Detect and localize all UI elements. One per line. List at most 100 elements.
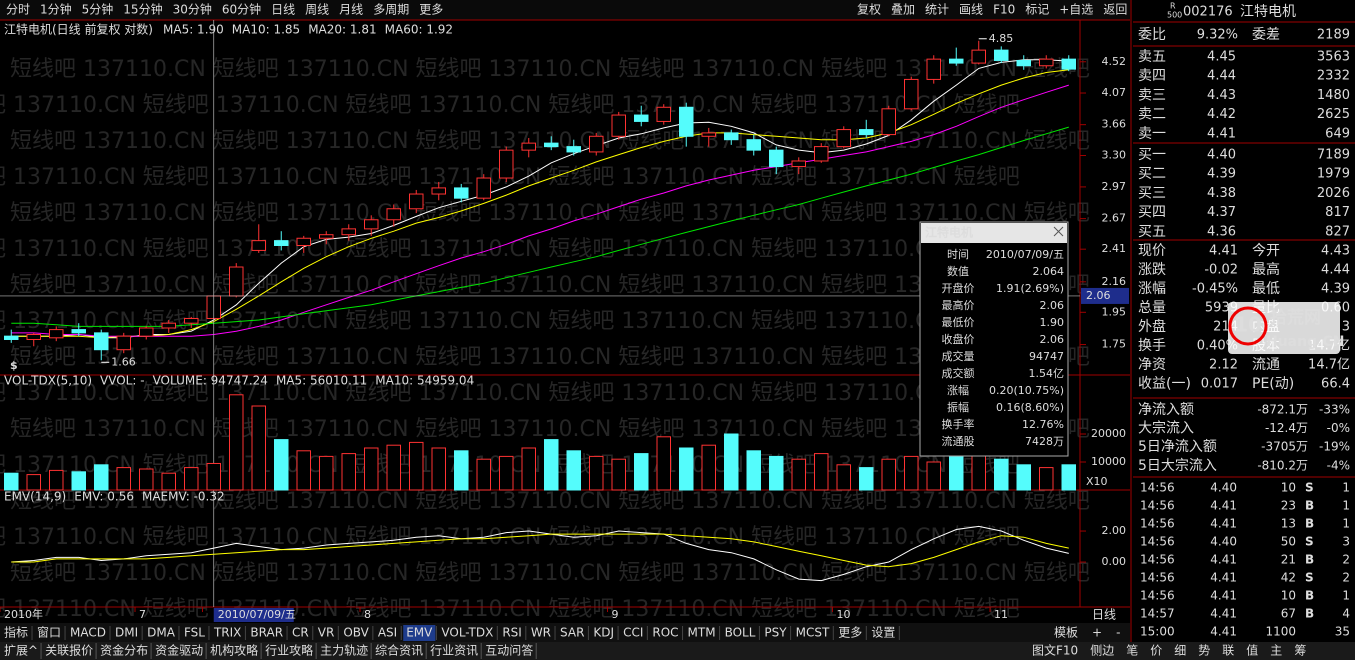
toolbar-right[interactable]: -: [1116, 626, 1120, 640]
stat-label: 外盘: [1138, 318, 1166, 335]
indicator-tab[interactable]: ASI: [378, 626, 397, 640]
volume-bar: [791, 458, 806, 491]
label: 委差: [1252, 27, 1280, 43]
indicator-tab[interactable]: BOLL: [725, 626, 756, 640]
tooltip-value: 0.16(8.60%): [996, 401, 1064, 414]
bottom-tab[interactable]: 关联报价: [45, 643, 93, 658]
bottom-tab[interactable]: 资金分布: [100, 643, 148, 658]
logo-name: 拾荒网: [1270, 307, 1321, 328]
bottom-tab[interactable]: 图文F10: [1032, 643, 1078, 658]
bottom-tab[interactable]: 主: [1270, 644, 1282, 658]
watermark: 短线吧 137110.CN 短线吧 137110.CN 短线吧 137110.C…: [0, 597, 1020, 622]
bottom-tab[interactable]: 综合资讯: [375, 643, 423, 658]
indicator-tab[interactable]: MACD: [70, 626, 106, 640]
bottom-tab[interactable]: 主力轨迹: [320, 644, 368, 658]
watermark: 短线吧 137110.CN 短线吧 137110.CN 短线吧 137110.C…: [0, 525, 1020, 550]
bottom-tab[interactable]: 行业资讯: [430, 644, 478, 658]
indicator-tab[interactable]: CR: [292, 626, 309, 640]
indicator-tab[interactable]: RSI: [502, 626, 522, 640]
panel-header: MA5: 56010.11: [276, 374, 367, 388]
indicator-tab[interactable]: BRAR: [250, 626, 283, 640]
y-tick-label: 2.16: [1102, 275, 1127, 288]
bottom-tab[interactable]: 价: [1150, 644, 1162, 658]
bottom-tab[interactable]: 细: [1174, 644, 1186, 658]
x-axis-right: 日线: [1092, 608, 1116, 622]
indicator-tab[interactable]: CCI: [623, 626, 643, 640]
y-tick-label: 2.41: [1102, 242, 1127, 255]
order-label: 买五: [1138, 224, 1166, 240]
bottom-tab[interactable]: 机构攻略: [210, 643, 258, 658]
indicator-tab[interactable]: VR: [318, 626, 335, 640]
indicator-tab[interactable]: DMI: [115, 626, 138, 640]
bottom-tab[interactable]: 互动问答: [485, 643, 533, 658]
stat-label: 净资: [1138, 357, 1166, 373]
indicator-tab[interactable]: TRIX: [213, 626, 241, 640]
watermark: 短线吧 137110.CN 短线吧 137110.CN 短线吧 137110.C…: [0, 93, 1020, 118]
tooltip-key: 换手率: [942, 417, 975, 431]
y-tick-label: 0.00: [1102, 555, 1127, 568]
indicator-tab[interactable]: 指标: [4, 625, 28, 640]
bottom-tab[interactable]: 扩展^: [4, 644, 38, 658]
trade-time: 14:56: [1140, 481, 1175, 495]
indicator-tab[interactable]: ROC: [652, 626, 678, 640]
candle-body: [476, 177, 491, 199]
bottom-tab[interactable]: 资金驱动: [155, 643, 203, 658]
bottom-tab[interactable]: 联: [1222, 644, 1234, 658]
flow-label: 5日净流入额: [1138, 439, 1217, 455]
candle-body: [701, 132, 716, 137]
stat-label: 总量: [1138, 300, 1166, 316]
trade-volume: 10: [1281, 481, 1296, 495]
volume-bar: [881, 458, 896, 491]
emv-line: [11, 525, 1069, 582]
indicator-tab[interactable]: MCST: [796, 626, 830, 640]
legend-entry: MAEMV: -0.32: [142, 490, 225, 504]
bottom-tab[interactable]: 侧边: [1090, 644, 1114, 658]
stat-value: 3: [1342, 320, 1350, 335]
bottom-tab[interactable]: 筹: [1294, 644, 1306, 658]
bottom-tab[interactable]: 笔: [1126, 643, 1138, 658]
volume-bar: [341, 453, 356, 491]
tooltip-key: 最高价: [942, 298, 975, 312]
trade-price: 4.41: [1210, 589, 1237, 603]
flow-pct: -0%: [1327, 421, 1350, 435]
tooltip-key: 最低价: [942, 316, 975, 329]
indicator-tab[interactable]: OBV: [343, 626, 369, 640]
volume-bar: [4, 472, 19, 491]
value: 9.32%: [1197, 28, 1238, 43]
order-volume: 827: [1325, 224, 1350, 239]
indicator-tab[interactable]: 更多: [838, 626, 862, 640]
menu-item: 复权: [857, 3, 881, 17]
volume-bar: [116, 467, 131, 491]
order-volume: 2332: [1317, 69, 1350, 84]
indicator-tab[interactable]: MTM: [688, 626, 716, 640]
indicator-tab[interactable]: VOL-TDX: [441, 626, 493, 640]
x-label-bg: [213, 608, 294, 622]
bottom-tab[interactable]: 值: [1246, 643, 1258, 658]
indicator-tab[interactable]: DMA: [147, 626, 176, 640]
stat-value: 0.017: [1201, 377, 1238, 392]
indicator-tab[interactable]: KDJ: [593, 626, 614, 640]
volume-bar: [1039, 467, 1054, 491]
stat-value: 4.44: [1321, 263, 1350, 278]
panel-header: VVOL: -: [100, 374, 145, 388]
candle-body: [566, 146, 581, 153]
candle-body: [926, 58, 941, 80]
bottom-tab[interactable]: 行业攻略: [265, 643, 313, 658]
menu-item: 30分钟: [173, 2, 212, 17]
bottom-tab[interactable]: 势: [1198, 644, 1210, 658]
toolbar-right[interactable]: 模板: [1054, 626, 1078, 640]
candle-body: [791, 160, 806, 168]
indicator-tab[interactable]: FSL: [184, 626, 205, 640]
trade-price: 4.40: [1210, 535, 1237, 549]
indicator-tab[interactable]: 设置: [871, 626, 895, 640]
panel-title: EMV(14,9): [4, 490, 66, 504]
flow-value: -3705万: [1261, 440, 1308, 454]
indicator-tab[interactable]: WR: [531, 626, 551, 640]
candle-body: [341, 228, 356, 236]
ma-line: [11, 84, 1069, 337]
indicator-tab[interactable]: PSY: [764, 626, 787, 640]
indicator-tab[interactable]: SAR: [560, 626, 584, 640]
toolbar-right[interactable]: +: [1092, 626, 1102, 640]
indicator-tab[interactable]: EMV: [406, 626, 433, 640]
indicator-tab[interactable]: 窗口: [37, 626, 61, 640]
